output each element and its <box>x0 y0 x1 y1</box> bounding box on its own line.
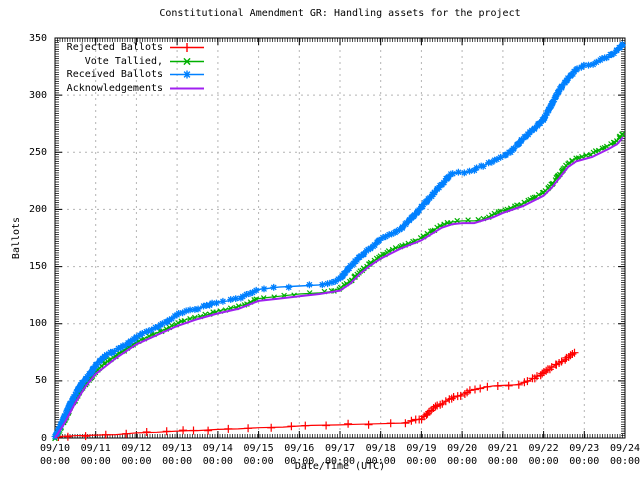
x-tick-label: 09/12 00:00 <box>121 443 152 467</box>
plot-border <box>54 37 626 439</box>
y-tick-label: 350 <box>28 32 47 44</box>
rejected-line-sample-icon <box>170 43 204 53</box>
x-tick-label: 09/21 00:00 <box>487 443 518 467</box>
y-tick-label: 100 <box>28 318 47 330</box>
x-tick-label: 09/19 00:00 <box>406 443 437 467</box>
legend-item-rejected-ballots: Rejected Ballots <box>57 41 207 55</box>
x-tick-label: 09/18 00:00 <box>365 443 396 467</box>
y-tick-label: 0 <box>40 432 47 444</box>
x-tick-label: 09/13 00:00 <box>162 443 193 467</box>
x-axis-label: Date/Time (UTC) <box>294 461 386 472</box>
x-tick-label: 09/24 00:00 <box>609 443 640 467</box>
acknowledgements-line-sample-icon <box>170 87 204 90</box>
tallied-line-sample-icon <box>170 57 204 65</box>
grid-lines <box>55 38 625 438</box>
legend-label: Vote Tallied, <box>84 55 163 67</box>
received-line-sample-icon <box>170 70 204 79</box>
x-tick-label: 09/14 00:00 <box>202 443 233 467</box>
x-tick-label: 09/17 00:00 <box>324 443 356 467</box>
rejected-ballots-series-markers <box>54 348 579 441</box>
chart-title: Constitutional Amendment GR: Handling as… <box>159 8 521 19</box>
x-tick-label: 09/20 00:00 <box>447 443 478 467</box>
legend-sample-line <box>170 70 204 79</box>
legend-item-acknowledgements: Acknowledgements <box>57 82 207 96</box>
x-tick-label: 09/15 00:00 <box>243 443 274 467</box>
legend-item-vote-tallied: Vote Tallied, <box>57 55 207 69</box>
legend-label: Received Ballots <box>66 69 163 81</box>
x-tick-label: 09/16 00:00 <box>284 443 315 467</box>
x-tick-label: 09/11 00:00 <box>80 443 111 467</box>
x-tick-label: 09/22 00:00 <box>528 443 559 467</box>
y-tick-label: 250 <box>28 146 47 158</box>
acknowledgements-series-line <box>54 136 624 439</box>
legend-label: Acknowledgements <box>66 83 163 95</box>
x-tick-label: 09/23 00:00 <box>569 443 600 467</box>
legend-sample-line <box>170 43 204 53</box>
legend-label: Rejected Ballots <box>66 42 163 54</box>
y-tick-label: 150 <box>28 261 47 273</box>
x-tick-label: 09/10 00:00 <box>39 443 71 467</box>
legend-sample-line <box>170 57 204 65</box>
vote-tallied-series-markers <box>52 131 626 442</box>
y-tick-label: 300 <box>28 89 47 101</box>
legend: Rejected Ballots Vote Tallied, Received … <box>57 41 207 95</box>
rejected-ballots-series-line <box>54 351 576 439</box>
y-tick-label: 200 <box>28 203 47 215</box>
received-ballots-series-markers <box>51 41 626 440</box>
legend-item-received-ballots: Received Ballots <box>57 68 207 82</box>
y-tick-label: 50 <box>34 375 47 387</box>
